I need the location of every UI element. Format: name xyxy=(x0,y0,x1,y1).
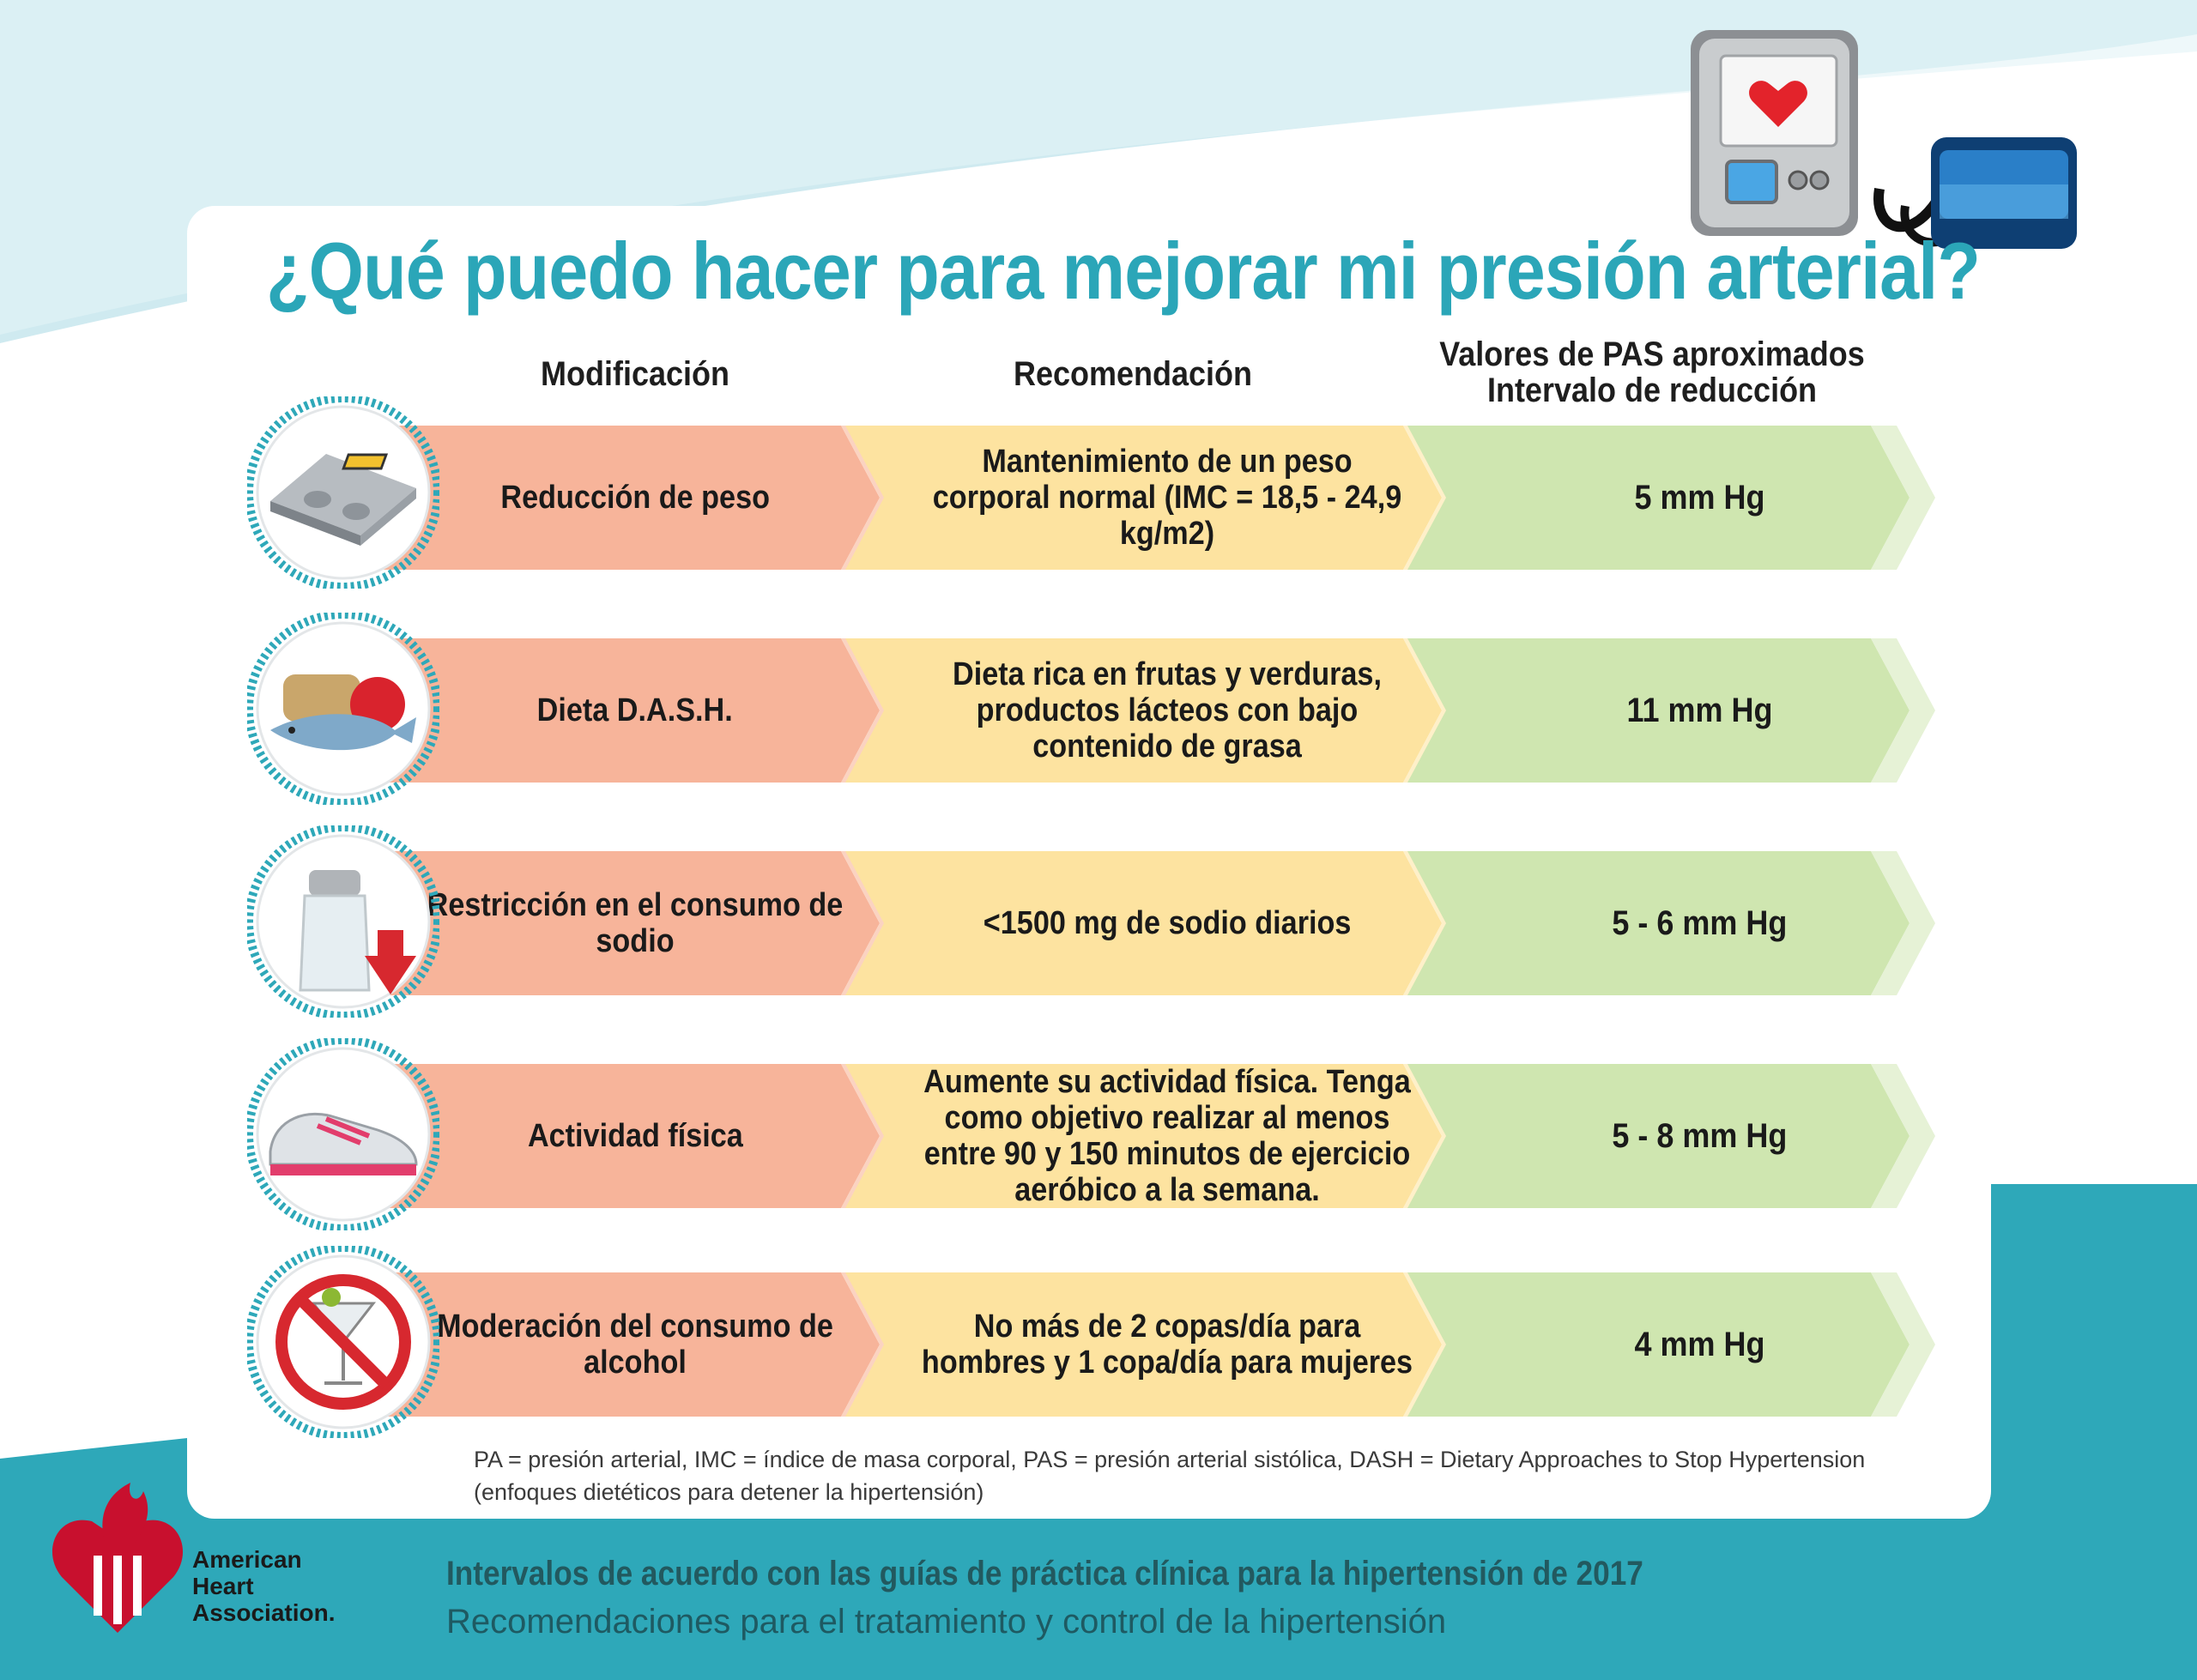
bathroom-scale-icon xyxy=(245,394,442,591)
table-row: Actividad física Aumente su actividad fís… xyxy=(343,1064,1935,1208)
recommendation-cell: <1500 mg de sodio diarios xyxy=(893,851,1442,995)
column-header-modification: Modificación xyxy=(540,355,729,393)
row-arrow-band xyxy=(343,851,1935,995)
table-row: Restricción en el consumo de sodio <1500 … xyxy=(343,851,1935,995)
footer-recommendations-line: Recomendaciones para el tratamiento y co… xyxy=(446,1603,1447,1641)
reduction-value: 5 mm Hg xyxy=(1633,479,1765,517)
row-arrow-band xyxy=(343,426,1935,570)
reduction-cell: 4 mm Hg xyxy=(1476,1272,1922,1417)
column-header-values-line2: Intervalo de reducción xyxy=(1486,372,1818,409)
modification-text: Moderación del consumo de alcohol xyxy=(437,1308,833,1381)
reduction-value: 5 - 6 mm Hg xyxy=(1611,904,1788,942)
modification-text: Actividad física xyxy=(527,1118,743,1154)
recommendation-cell: Mantenimiento de un peso corporal normal… xyxy=(893,426,1442,570)
no-alcohol-icon xyxy=(245,1243,442,1441)
table-row: Dieta D.A.S.H. Dieta rica en frutas y ver… xyxy=(343,638,1935,783)
table-row: Moderación del consumo de alcohol No más … xyxy=(343,1272,1935,1417)
recommendation-cell: Dieta rica en frutas y verduras, product… xyxy=(893,638,1442,783)
reduction-cell: 11 mm Hg xyxy=(1476,638,1922,783)
reduction-cell: 5 mm Hg xyxy=(1476,426,1922,570)
blood-pressure-monitor-icon xyxy=(1691,30,2077,249)
recommendation-text: <1500 mg de sodio diarios xyxy=(983,905,1352,941)
modification-cell: Reducción de peso xyxy=(403,426,867,570)
row-arrow-band xyxy=(343,638,1935,783)
column-header-values: Valores de PAS aproximados Intervalo de … xyxy=(1420,336,1884,408)
modification-text: Restricción en el consumo de sodio xyxy=(427,887,844,959)
reduction-cell: 5 - 6 mm Hg xyxy=(1476,851,1922,995)
page-title: ¿Qué puedo hacer para mejorar mi presión… xyxy=(266,226,1981,316)
column-header-values-line1: Valores de PAS aproximados xyxy=(1439,335,1865,373)
recommendation-text: No más de 2 copas/día para hombres y 1 c… xyxy=(921,1308,1413,1381)
reduction-value: 11 mm Hg xyxy=(1625,692,1773,729)
column-header-recommendation: Recomendación xyxy=(1013,355,1253,393)
reduction-value: 5 - 8 mm Hg xyxy=(1611,1117,1788,1155)
aha-logo-text: American Heart Association. xyxy=(192,1546,335,1626)
recommendation-text: Aumente su actividad física. Tenga como … xyxy=(923,1064,1411,1208)
sneaker-icon xyxy=(245,1036,442,1233)
modification-cell: Dieta D.A.S.H. xyxy=(403,638,867,783)
aha-logo-line2: Heart xyxy=(192,1573,254,1599)
modification-cell: Moderación del consumo de alcohol xyxy=(403,1272,867,1417)
recommendation-text: Dieta rica en frutas y verduras, product… xyxy=(953,656,1382,764)
recommendation-cell: Aumente su actividad física. Tenga como … xyxy=(893,1064,1442,1208)
row-arrow-band xyxy=(343,1272,1935,1417)
modification-text: Reducción de peso xyxy=(500,480,770,516)
footnote: PA = presión arterial, IMC = índice de m… xyxy=(474,1447,1866,1505)
recommendation-text: Mantenimiento de un peso corporal normal… xyxy=(932,444,1402,552)
row-arrow-band xyxy=(343,1064,1935,1208)
footer-guidelines-line: Intervalos de acuerdo con las guías de p… xyxy=(446,1555,1643,1592)
table-row: Reducción de peso Mantenimiento de un pes… xyxy=(343,426,1935,570)
aha-logo-line1: American xyxy=(192,1546,302,1573)
reduction-value: 4 mm Hg xyxy=(1633,1326,1765,1363)
aha-logo-line3: Association. xyxy=(192,1599,336,1626)
modification-text: Dieta D.A.S.H. xyxy=(536,692,734,728)
salt-shaker-icon xyxy=(245,823,442,1020)
modification-cell: Restricción en el consumo de sodio xyxy=(403,851,867,995)
recommendation-cell: No más de 2 copas/día para hombres y 1 c… xyxy=(893,1272,1442,1417)
healthy-food-icon xyxy=(245,610,442,807)
american-heart-association-logo xyxy=(51,1483,184,1633)
reduction-cell: 5 - 8 mm Hg xyxy=(1476,1064,1922,1208)
modification-cell: Actividad física xyxy=(403,1064,867,1208)
